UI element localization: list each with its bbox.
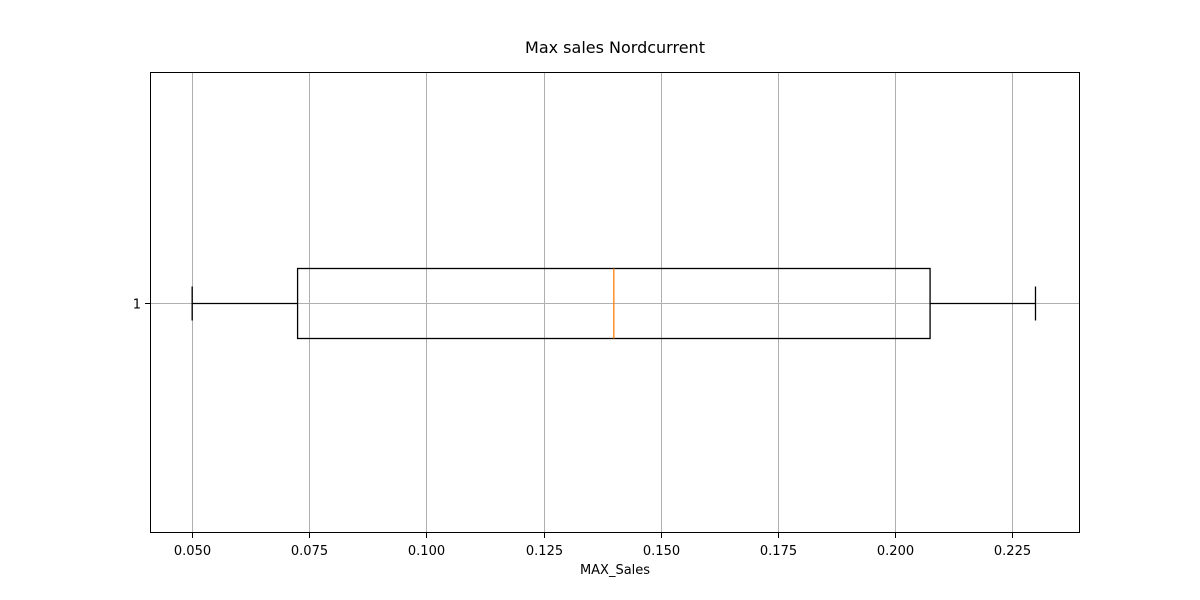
plot-frame	[150, 72, 1080, 533]
y-axis: 1	[133, 298, 150, 313]
y-tick-label: 1	[133, 298, 141, 313]
x-tick-label: 0.100	[408, 544, 445, 559]
chart-title: Max sales Nordcurrent	[525, 38, 705, 57]
x-axis-label: MAX_Sales	[580, 563, 650, 578]
x-tick-label: 0.150	[643, 544, 680, 559]
x-tick-label: 0.200	[877, 544, 914, 559]
grid-layer	[150, 72, 1080, 533]
x-tick-label: 0.225	[994, 544, 1031, 559]
x-tick-label: 0.075	[291, 544, 328, 559]
x-tick-label: 0.125	[526, 544, 563, 559]
box-layer	[191, 267, 1037, 340]
x-tick-label: 0.050	[174, 544, 211, 559]
x-tick-label: 0.175	[760, 544, 797, 559]
x-axis: 0.050 0.075 0.100 0.125 0.150 0.175 0.200 0.225	[174, 533, 1031, 559]
